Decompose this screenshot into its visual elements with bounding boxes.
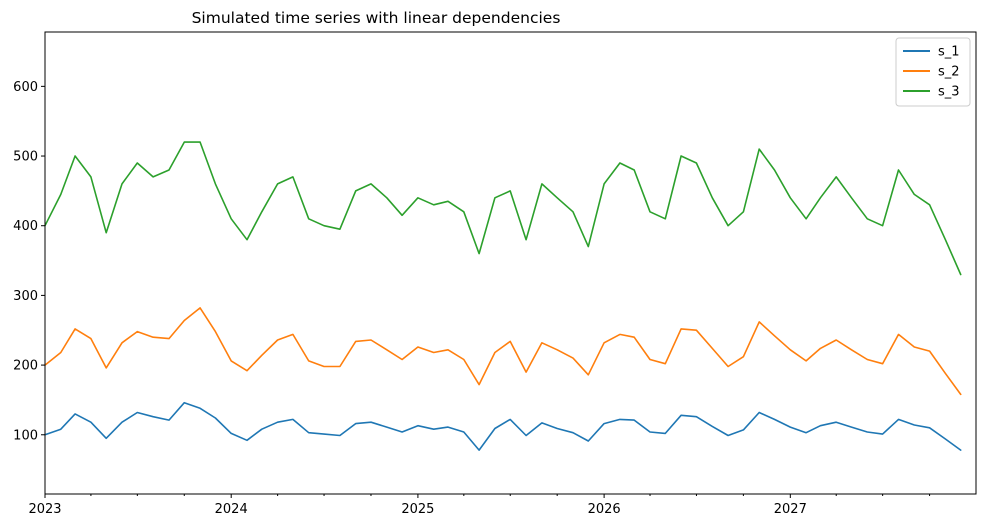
x-tick-label: 2025 [401,502,434,517]
y-tick-label: 500 [13,150,38,165]
series-line-s_1 [44,401,962,451]
x-tick-label: 2023 [28,502,61,517]
series-line-s_3 [44,141,962,276]
x-tick-label: 2026 [588,502,621,517]
y-tick-label: 200 [13,359,38,374]
x-tick-label: 2027 [774,502,807,517]
y-tick-label: 600 [13,80,38,95]
chart-title: Simulated time series with linear depend… [192,9,561,27]
y-axis: 100 200 300 400 500 600 [13,80,45,443]
y-tick-label: 400 [13,219,38,234]
x-axis: 2023 2024 2025 2026 2027 [28,494,931,517]
axes-frame [44,31,977,495]
legend-label-s_3: s_3 [938,85,960,100]
legend-label-s_1: s_1 [938,45,960,60]
y-tick-label: 300 [13,289,38,304]
series-line-s_2 [44,307,962,396]
y-tick-label: 100 [13,428,38,443]
legend-box [895,37,971,107]
legend: s_1 s_2 s_3 [895,37,971,107]
legend-label-s_2: s_2 [938,65,960,80]
x-tick-label: 2024 [215,502,248,517]
plot-area [44,141,962,451]
